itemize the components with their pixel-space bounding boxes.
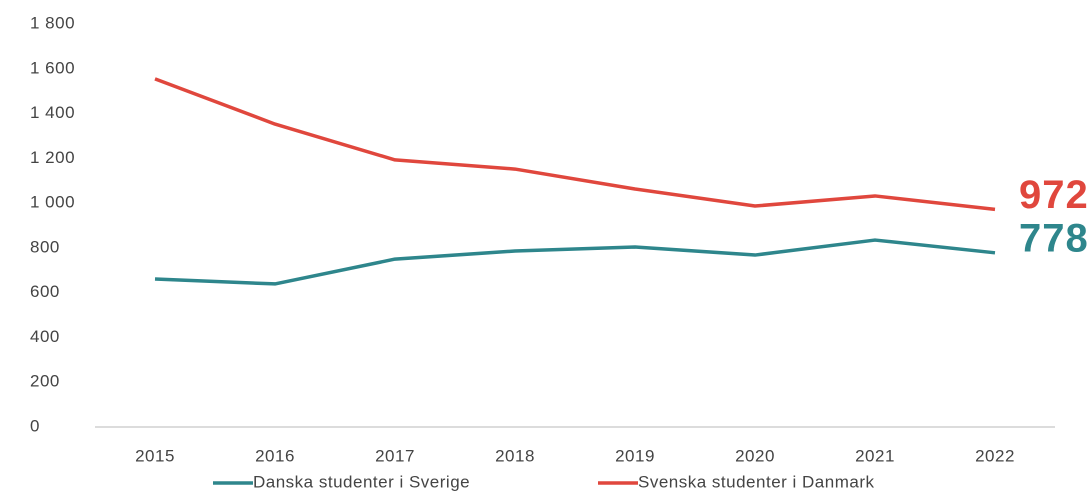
y-tick-label: 1 000 [30, 193, 75, 212]
x-tick-label: 2021 [855, 446, 895, 465]
legend-label: Svenska studenter i Danmark [638, 472, 875, 491]
series-line [154, 238, 996, 286]
y-tick-label: 1 800 [30, 13, 75, 32]
x-tick-label: 2020 [735, 446, 775, 465]
x-tick-label: 2018 [495, 446, 535, 465]
y-tick-label: 400 [30, 327, 60, 346]
series-line [154, 77, 996, 212]
y-tick-label: 0 [30, 416, 40, 435]
y-tick-label: 1 400 [30, 103, 75, 122]
x-tick-label: 2019 [615, 446, 655, 465]
y-tick-label: 1 600 [30, 58, 75, 77]
y-tick-label: 200 [30, 372, 60, 391]
y-tick-label: 800 [30, 237, 60, 256]
x-tick-label: 2015 [135, 446, 175, 465]
legend-label: Danska studenter i Sverige [253, 472, 470, 491]
x-tick-label: 2017 [375, 446, 415, 465]
x-tick-label: 2016 [255, 446, 295, 465]
end-value-label: 972 [1019, 173, 1089, 217]
x-tick-label: 2022 [975, 446, 1015, 465]
y-tick-label: 1 200 [30, 148, 75, 167]
end-value-label: 778 [1019, 216, 1089, 260]
y-tick-label: 600 [30, 282, 60, 301]
